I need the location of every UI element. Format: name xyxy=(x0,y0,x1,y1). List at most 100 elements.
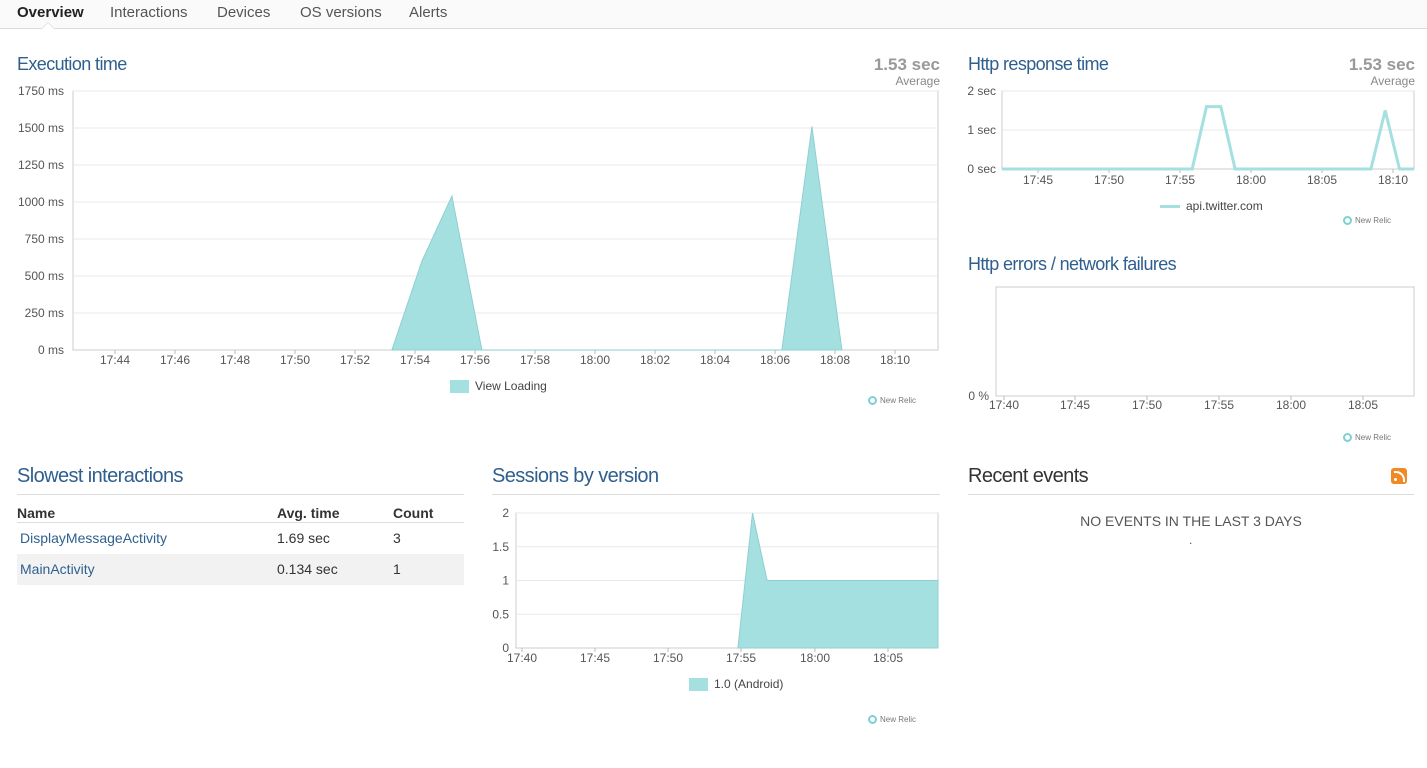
x-tick-label: 18:06 xyxy=(760,353,790,367)
http-response-average-label: Average xyxy=(1370,74,1415,88)
section-divider xyxy=(492,494,940,495)
new-relic-logo-icon xyxy=(1343,433,1352,442)
y-tick-label: 0 % xyxy=(968,389,989,403)
x-tick-label: 17:50 xyxy=(1094,173,1124,187)
sessions-by-version-title: Sessions by version xyxy=(492,465,659,487)
section-divider xyxy=(17,494,464,495)
new-relic-watermark: New Relic xyxy=(868,715,916,724)
y-tick-label: 0 xyxy=(502,641,509,655)
new-relic-logo-icon xyxy=(868,715,877,724)
legend-label: View Loading xyxy=(475,379,547,393)
x-tick-label: 17:50 xyxy=(280,353,310,367)
new-relic-label: New Relic xyxy=(1355,216,1392,225)
y-tick-label: 250 ms xyxy=(25,306,64,320)
tab-overview[interactable]: Overview xyxy=(17,4,84,21)
section-divider xyxy=(968,494,1414,495)
x-tick-label: 17:52 xyxy=(340,353,370,367)
x-tick-label: 18:08 xyxy=(820,353,850,367)
y-tick-label: 750 ms xyxy=(25,232,64,246)
x-tick-label: 18:00 xyxy=(1236,173,1266,187)
execution-time-title: Execution time xyxy=(17,54,127,74)
x-tick-label: 17:50 xyxy=(1132,398,1162,412)
y-tick-label: 2 sec xyxy=(967,84,996,98)
legend-label: 1.0 (Android) xyxy=(714,677,784,691)
no-events-message: NO EVENTS IN THE LAST 3 DAYS xyxy=(1080,513,1302,529)
x-tick-label: 18:05 xyxy=(1348,398,1378,412)
x-tick-label: 17:45 xyxy=(580,651,610,665)
column-header-count[interactable]: Count xyxy=(393,505,464,523)
tab-interactions[interactable]: Interactions xyxy=(110,4,188,21)
y-tick-label: 1.5 xyxy=(492,540,509,554)
http-response-average-value: 1.53 sec xyxy=(1348,55,1415,74)
http-errors-title: Http errors / network failures xyxy=(968,254,1177,274)
tab-devices[interactable]: Devices xyxy=(217,4,271,21)
sessions-legend: 1.0 (Android) xyxy=(689,677,783,691)
x-tick-label: 17:40 xyxy=(507,651,537,665)
new-relic-watermark: New Relic xyxy=(868,396,916,405)
active-tab-indicator xyxy=(41,22,55,29)
http-response-title: Http response time xyxy=(968,54,1109,74)
new-relic-watermark: New Relic xyxy=(1343,433,1391,442)
tab-alerts[interactable]: Alerts xyxy=(409,4,448,21)
x-tick-label: 17:55 xyxy=(726,651,756,665)
new-relic-watermark: New Relic xyxy=(1343,216,1391,225)
x-tick-label: 17:45 xyxy=(1060,398,1090,412)
legend-line xyxy=(1160,204,1180,208)
y-tick-label: 1750 ms xyxy=(18,84,64,98)
x-tick-label: 18:00 xyxy=(1276,398,1306,412)
series-line xyxy=(1002,105,1414,171)
x-tick-label: 17:54 xyxy=(400,353,430,367)
count-cell: 1 xyxy=(393,553,464,585)
new-relic-logo-icon xyxy=(1343,216,1352,225)
x-tick-label: 17:55 xyxy=(1204,398,1234,412)
y-tick-label: 1 xyxy=(502,574,509,588)
column-header-name[interactable]: Name xyxy=(17,505,277,523)
x-tick-label: 17:40 xyxy=(989,398,1019,412)
rss-feed-icon[interactable] xyxy=(1391,468,1407,484)
x-tick-label: 18:00 xyxy=(800,651,830,665)
plot-area xyxy=(995,286,1415,397)
y-tick-label: 500 ms xyxy=(25,269,64,283)
tab-os-versions[interactable]: OS versions xyxy=(300,4,382,21)
interaction-link[interactable]: MainActivity xyxy=(20,561,95,577)
avg-time-cell: 1.69 sec xyxy=(277,522,393,554)
x-tick-label: 18:05 xyxy=(1307,173,1337,187)
legend-swatch xyxy=(689,677,708,691)
execution-time-average-label: Average xyxy=(895,74,940,88)
series-area xyxy=(391,126,843,351)
slowest-interactions-title: Slowest interactions xyxy=(17,465,183,487)
http-response-legend: api.twitter.com xyxy=(1160,199,1263,213)
x-tick-label: 18:00 xyxy=(580,353,610,367)
y-tick-label: 2 xyxy=(502,506,509,520)
column-header-avg-time[interactable]: Avg. time xyxy=(277,505,393,523)
x-tick-label: 18:04 xyxy=(700,353,730,367)
table-header-row: Name Avg. time Count xyxy=(17,505,464,523)
y-tick-label: 0.5 xyxy=(492,607,509,621)
x-tick-label: 17:44 xyxy=(100,353,130,367)
new-relic-label: New Relic xyxy=(880,396,917,405)
series-area xyxy=(737,512,939,649)
y-tick-label: 0 ms xyxy=(38,343,64,357)
loading-dot: . xyxy=(1189,533,1193,547)
legend-label: api.twitter.com xyxy=(1186,199,1263,213)
table-row: DisplayMessageActivity 1.69 sec 3 xyxy=(17,522,464,554)
interaction-link[interactable]: DisplayMessageActivity xyxy=(20,530,168,547)
x-tick-label: 18:10 xyxy=(1378,173,1408,187)
execution-time-average-value: 1.53 sec xyxy=(873,55,940,74)
legend-swatch xyxy=(450,379,469,393)
tab-bar: Overview Interactions Devices OS version… xyxy=(0,0,1427,29)
x-tick-label: 17:56 xyxy=(460,353,490,367)
y-tick-label: 1250 ms xyxy=(18,158,64,172)
avg-time-cell: 0.134 sec xyxy=(277,553,393,585)
y-tick-label: 0 sec xyxy=(967,162,996,176)
y-tick-label: 1000 ms xyxy=(18,195,64,209)
table-row: MainActivity 0.134 sec 1 xyxy=(17,553,464,585)
count-cell: 3 xyxy=(393,522,464,554)
y-tick-label: 1500 ms xyxy=(18,121,64,135)
x-tick-label: 17:55 xyxy=(1165,173,1195,187)
x-tick-label: 17:58 xyxy=(520,353,550,367)
